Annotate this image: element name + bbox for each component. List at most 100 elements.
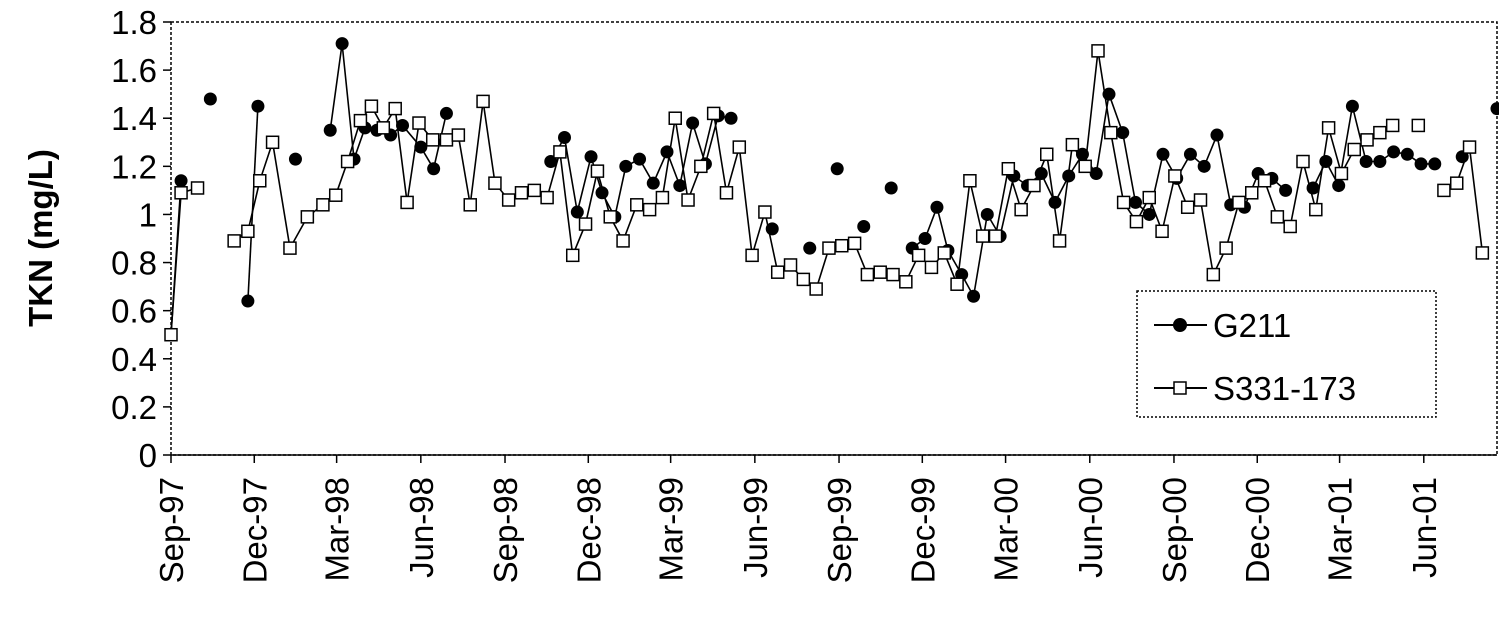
data-point-g211: [1048, 195, 1062, 209]
data-point-s331-173: [540, 190, 554, 205]
data-point-g211: [1373, 155, 1387, 169]
data-point-s331-173: [340, 154, 355, 169]
data-point-s331-173: [847, 236, 862, 251]
data-point-s331-173: [1411, 118, 1426, 133]
data-point-s331-173: [1232, 195, 1246, 210]
data-point-g211: [918, 232, 932, 245]
y-tick-label: 0.4: [111, 341, 157, 378]
data-point-g211: [1400, 147, 1414, 161]
data-point-g211: [584, 150, 598, 164]
data-point-s331-173: [1040, 147, 1054, 162]
data-point-g211: [335, 37, 349, 51]
data-point-g211: [1129, 195, 1143, 209]
data-point-g211: [427, 162, 441, 176]
data-point-s331-173: [732, 140, 747, 154]
data-point-g211: [633, 152, 647, 166]
data-point-s331-173: [578, 217, 593, 231]
data-point-s331-173: [1001, 161, 1016, 176]
data-point-s331-173: [265, 135, 280, 150]
data-point-s331-173: [616, 234, 630, 248]
y-tick-label: 0.2: [111, 389, 157, 426]
data-point-s331-173: [1193, 193, 1208, 207]
legend-label-s331-173: S331-173: [1213, 370, 1356, 407]
x-tick-label: Jun-98: [403, 477, 440, 578]
data-point-g211: [980, 207, 994, 221]
data-point-s331-173: [873, 265, 887, 279]
x-tick-label: Sep-97: [153, 477, 190, 583]
data-point-s331-173: [590, 164, 605, 178]
data-point-g211: [1345, 99, 1359, 113]
data-point-s331-173: [1104, 125, 1118, 140]
x-tick-label: Mar-00: [988, 477, 1025, 582]
data-point-s331-173: [439, 133, 454, 147]
x-tick-label: Jun-99: [737, 477, 774, 578]
y-tick-label: 1.2: [111, 148, 157, 185]
data-point-s331-173: [553, 145, 567, 159]
series-s331-173: [164, 44, 1490, 342]
data-point-s331-173: [527, 183, 542, 198]
data-point-g211: [414, 140, 428, 154]
data-point-s331-173: [706, 106, 721, 121]
data-point-g211: [1319, 155, 1333, 169]
data-point-g211: [673, 179, 687, 193]
series-layer: [164, 37, 1499, 342]
data-point-g211: [439, 106, 453, 120]
x-tick-label: Mar-99: [653, 477, 690, 582]
x-tick-label: Sep-00: [1156, 477, 1193, 583]
data-point-g211: [1359, 155, 1373, 169]
data-point-s331-173: [488, 176, 502, 190]
data-point-s331-173: [796, 272, 811, 287]
data-point-s331-173: [1065, 137, 1080, 152]
data-point-s331-173: [190, 181, 205, 195]
data-point-s331-173: [451, 128, 466, 142]
y-axis: 0 0.2 0.4 0.6 0.8 1 1.2 1.4 1.6 1.8: [111, 4, 171, 474]
data-point-s331-173: [975, 229, 990, 243]
legend-box: [1136, 290, 1437, 418]
y-tick-label: 0.8: [111, 245, 157, 282]
data-point-s331-173: [642, 202, 657, 217]
data-point-s331-173: [809, 282, 823, 296]
data-point-s331-173: [253, 174, 267, 188]
data-point-g211: [1414, 157, 1428, 171]
data-point-s331-173: [681, 193, 695, 207]
data-point-s331-173: [1078, 159, 1092, 174]
data-point-s331-173: [1385, 118, 1400, 133]
data-point-s331-173: [1449, 176, 1464, 190]
data-point-g211: [1156, 147, 1170, 161]
legend: G211 S331-173: [1136, 290, 1437, 418]
data-point-s331-173: [1052, 234, 1067, 248]
data-point-g211: [251, 99, 265, 113]
data-point-g211: [646, 176, 660, 190]
data-point-s331-173: [963, 174, 977, 188]
data-point-s331-173: [1360, 133, 1374, 147]
data-point-s331-173: [1309, 202, 1323, 217]
data-point-g211: [967, 289, 981, 303]
y-tick-label: 1: [139, 196, 157, 233]
data-point-g211: [724, 111, 738, 125]
data-point-s331-173: [950, 277, 964, 291]
data-point-s331-173: [1180, 200, 1195, 214]
series-line: [1312, 106, 1435, 189]
x-tick-label: Dec-00: [1239, 477, 1276, 583]
data-point-s331-173: [937, 246, 952, 260]
data-point-s331-173: [603, 210, 618, 224]
data-point-s331-173: [1027, 178, 1041, 193]
data-point-s331-173: [1270, 210, 1285, 224]
data-point-s331-173: [1014, 202, 1028, 217]
data-point-s331-173: [668, 111, 682, 125]
data-point-g211: [288, 152, 302, 166]
data-point-s331-173: [1116, 195, 1131, 210]
data-point-s331-173: [1155, 224, 1169, 239]
data-point-s331-173: [886, 267, 900, 282]
x-tick-label: Sep-99: [821, 477, 858, 583]
data-point-s331-173: [1142, 190, 1157, 205]
data-point-g211: [830, 162, 844, 176]
data-point-g211: [1142, 207, 1156, 221]
x-tick-label: Mar-01: [1322, 477, 1359, 582]
data-point-s331-173: [1462, 140, 1477, 154]
data-point-s331-173: [988, 229, 1003, 243]
data-point-g211: [660, 145, 674, 159]
data-point-s331-173: [164, 327, 178, 342]
x-axis: Sep-97 Dec-97 Mar-98 Jun-98 Sep-98 Dec-98 Mar-…: [153, 454, 1497, 583]
